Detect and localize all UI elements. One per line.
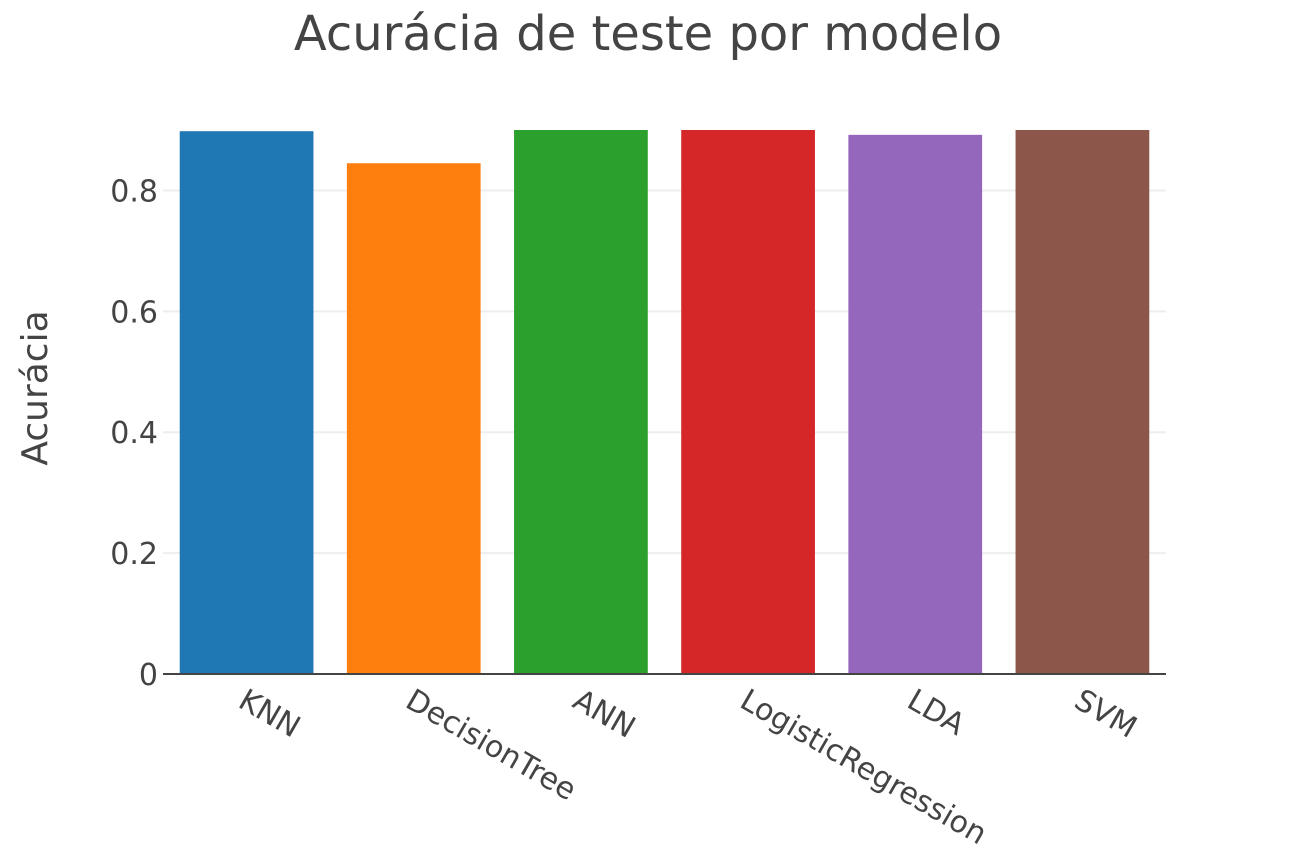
y-tick-label: 0 [139,658,158,693]
y-axis-ticks: 0 0.2 0.4 0.6 0.8 [110,174,158,693]
bar-svm [1016,130,1150,674]
x-tick-label: DecisionTree [400,683,582,808]
y-tick-label: 0.4 [110,416,158,451]
y-tick-label: 0.8 [110,174,158,209]
x-tick-label: ANN [567,683,641,746]
bar-ann [514,130,648,674]
bar-decisiontree [347,163,481,674]
x-tick-label: KNN [233,683,306,746]
y-tick-label: 0.6 [110,295,158,330]
bar-logisticregression [681,130,815,674]
chart-title: Acurácia de teste por modelo [294,6,1002,62]
bars [180,130,1150,674]
x-tick-label: SVM [1068,683,1142,746]
y-tick-label: 0.2 [110,537,158,572]
y-axis-title: Acurácia [15,310,56,465]
x-tick-label: LDA [901,683,971,743]
bar-knn [180,131,314,674]
bar-lda [848,135,982,674]
